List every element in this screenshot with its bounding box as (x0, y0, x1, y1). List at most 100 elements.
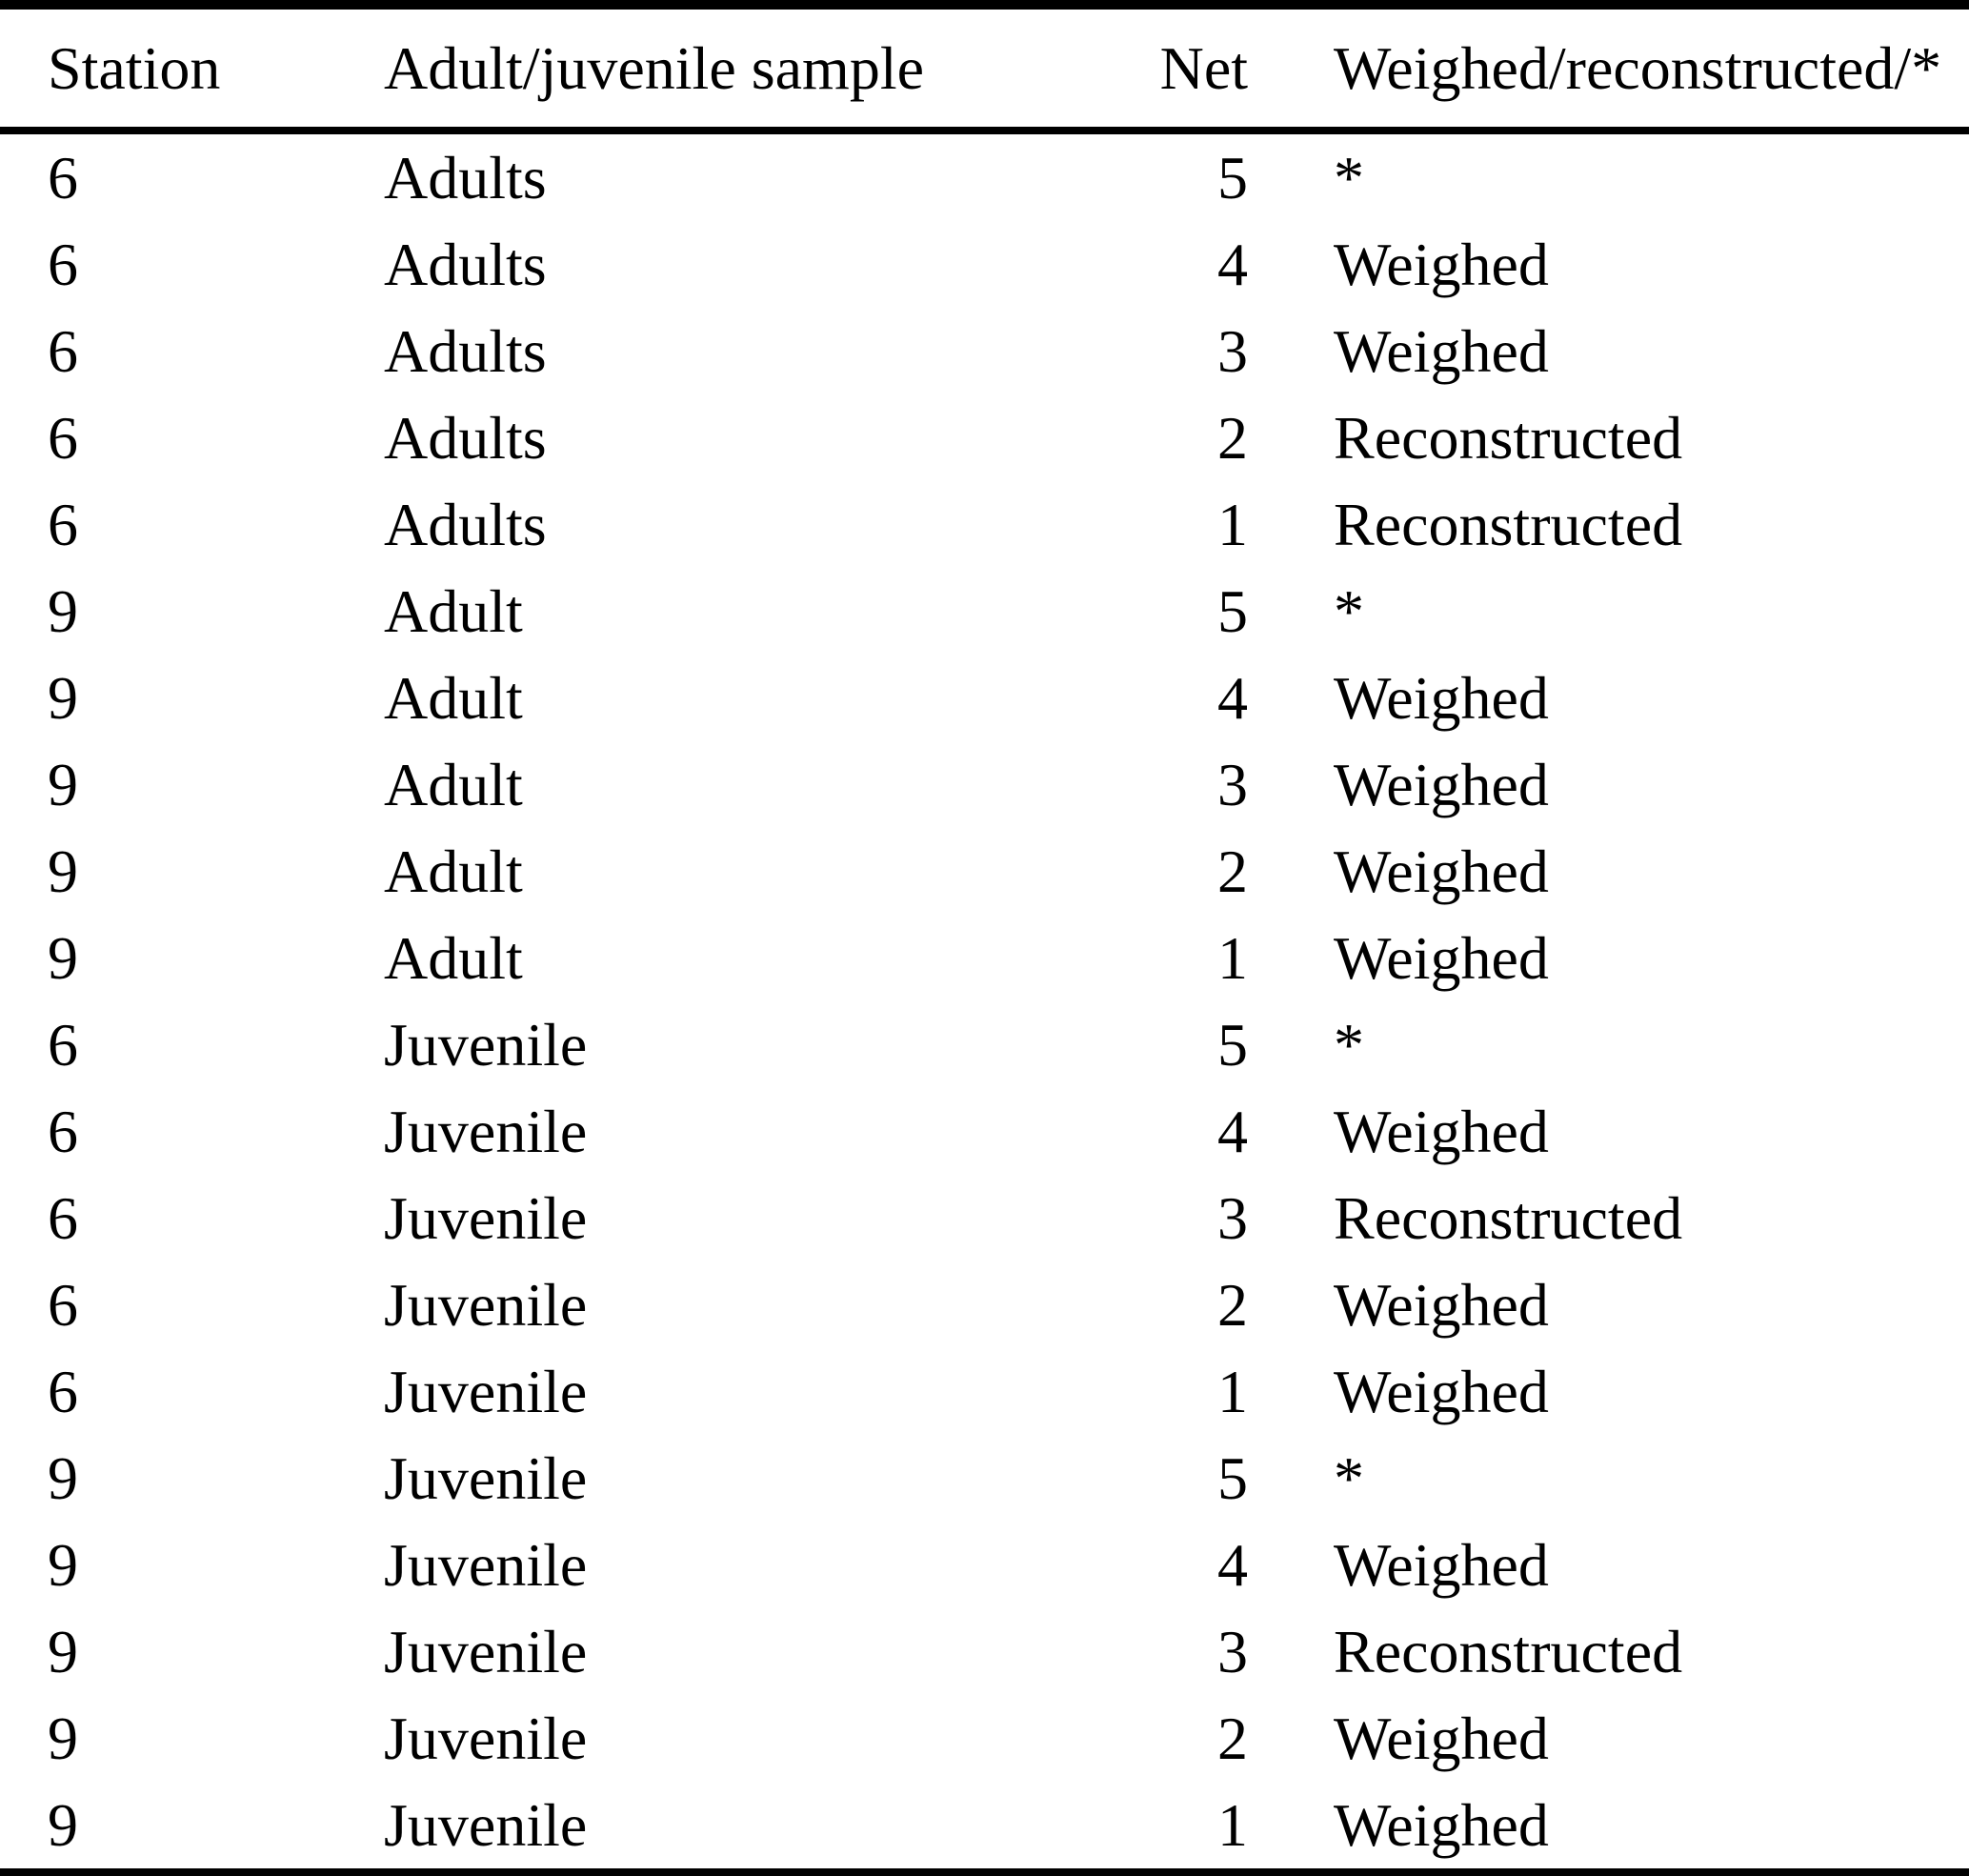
cell-station: 6 (48, 1183, 78, 1252)
column-header-station: Station (0, 5, 384, 134)
cell-sample: Juvenile (384, 1183, 588, 1252)
cell-station: 6 (48, 230, 78, 298)
cell-station: 6 (48, 490, 78, 558)
cell-status: Weighed (1334, 750, 1549, 818)
cell-station: 9 (48, 750, 78, 818)
cell-net: 5 (1217, 1443, 1248, 1512)
cell-station: 9 (48, 923, 78, 992)
table-row: 9 Adult 1 Weighed (0, 915, 1969, 1001)
cell-sample: Adults (384, 230, 547, 298)
table-body: 6 Adults 5 * 6 Adults 4 Weighed 6 Adults 3 Weighed 6… (0, 131, 1969, 1873)
cell-station: 6 (48, 403, 78, 472)
cell-net: 5 (1217, 576, 1248, 645)
table-row: 9 Juvenile 3 Reconstructed (0, 1608, 1969, 1695)
cell-net: 2 (1217, 403, 1248, 472)
table-row: 6 Adults 2 Reconstructed (0, 394, 1969, 481)
cell-status: * (1334, 143, 1364, 212)
cell-net: 3 (1217, 316, 1248, 385)
cell-net: 2 (1217, 1704, 1248, 1772)
cell-station: 6 (48, 316, 78, 385)
cell-status: Weighed (1334, 1270, 1549, 1339)
cell-net: 5 (1217, 1010, 1248, 1079)
cell-sample: Adults (384, 403, 547, 472)
cell-sample: Juvenile (384, 1617, 588, 1685)
table-row: 6 Juvenile 1 Weighed (0, 1348, 1969, 1435)
cell-sample: Juvenile (384, 1097, 588, 1165)
table-row: 6 Juvenile 2 Weighed (0, 1261, 1969, 1348)
cell-sample: Juvenile (384, 1530, 588, 1599)
cell-net: 4 (1217, 1097, 1248, 1165)
cell-status: Weighed (1334, 1530, 1549, 1599)
cell-sample: Adult (384, 837, 523, 905)
table-row: 6 Juvenile 5 * (0, 1001, 1969, 1088)
cell-status: Weighed (1334, 1704, 1549, 1772)
cell-sample: Adults (384, 490, 547, 558)
table-row: 9 Juvenile 4 Weighed (0, 1522, 1969, 1608)
header-row: Station Adult/juvenile sample Net Weighed/r… (0, 5, 1969, 134)
cell-status: * (1334, 1010, 1364, 1079)
cell-sample: Juvenile (384, 1704, 588, 1772)
column-header-net: Net (1057, 5, 1300, 134)
cell-station: 6 (48, 1270, 78, 1339)
cell-status: Weighed (1334, 837, 1549, 905)
cell-status: Reconstructed (1334, 1183, 1683, 1252)
cell-net: 3 (1217, 1617, 1248, 1685)
table-row: 6 Adults 4 Weighed (0, 221, 1969, 308)
table-row: 9 Adult 3 Weighed (0, 741, 1969, 828)
cell-net: 5 (1217, 143, 1248, 212)
cell-station: 9 (48, 1617, 78, 1685)
cell-sample: Adult (384, 663, 523, 732)
cell-sample: Adults (384, 316, 547, 385)
cell-station: 9 (48, 1530, 78, 1599)
cell-station: 9 (48, 1704, 78, 1772)
cell-net: 3 (1217, 750, 1248, 818)
cell-net: 1 (1217, 1790, 1248, 1859)
table-row: 6 Juvenile 3 Reconstructed (0, 1175, 1969, 1261)
cell-station: 6 (48, 1010, 78, 1079)
cell-status: Reconstructed (1334, 490, 1683, 558)
cell-station: 9 (48, 1443, 78, 1512)
cell-sample: Juvenile (384, 1270, 588, 1339)
cell-sample: Adult (384, 923, 523, 992)
cell-status: Weighed (1334, 230, 1549, 298)
cell-status: Weighed (1334, 1097, 1549, 1165)
cell-sample: Juvenile (384, 1357, 588, 1425)
cell-status: * (1334, 576, 1364, 645)
table-row: 9 Adult 2 Weighed (0, 828, 1969, 915)
cell-status: Weighed (1334, 316, 1549, 385)
cell-net: 1 (1217, 1357, 1248, 1425)
cell-sample: Adults (384, 143, 547, 212)
table-row: 6 Adults 5 * (0, 131, 1969, 221)
cell-status: Reconstructed (1334, 403, 1683, 472)
cell-station: 9 (48, 837, 78, 905)
table-row: 9 Adult 4 Weighed (0, 655, 1969, 741)
cell-sample: Juvenile (384, 1010, 588, 1079)
cell-status: Weighed (1334, 1357, 1549, 1425)
table-row: 6 Adults 1 Reconstructed (0, 481, 1969, 568)
cell-station: 6 (48, 1097, 78, 1165)
column-header-sample: Adult/juvenile sample (384, 5, 1057, 134)
table-row: 6 Juvenile 4 Weighed (0, 1088, 1969, 1175)
table-row: 9 Juvenile 5 * (0, 1435, 1969, 1522)
table-row: 9 Adult 5 * (0, 568, 1969, 655)
cell-sample: Juvenile (384, 1790, 588, 1859)
cell-station: 6 (48, 143, 78, 212)
cell-net: 4 (1217, 663, 1248, 732)
cell-status: Weighed (1334, 1790, 1549, 1859)
cell-sample: Juvenile (384, 1443, 588, 1512)
cell-station: 9 (48, 1790, 78, 1859)
cell-net: 2 (1217, 1270, 1248, 1339)
cell-sample: Adult (384, 576, 523, 645)
cell-status: Reconstructed (1334, 1617, 1683, 1685)
cell-station: 6 (48, 1357, 78, 1425)
cell-net: 4 (1217, 1530, 1248, 1599)
table-row: 6 Adults 3 Weighed (0, 308, 1969, 394)
column-header-status: Weighed/reconstructed/* (1300, 5, 1969, 134)
cell-status: Weighed (1334, 923, 1549, 992)
cell-sample: Adult (384, 750, 523, 818)
table-row: 9 Juvenile 2 Weighed (0, 1695, 1969, 1782)
cell-station: 9 (48, 663, 78, 732)
cell-net: 4 (1217, 230, 1248, 298)
